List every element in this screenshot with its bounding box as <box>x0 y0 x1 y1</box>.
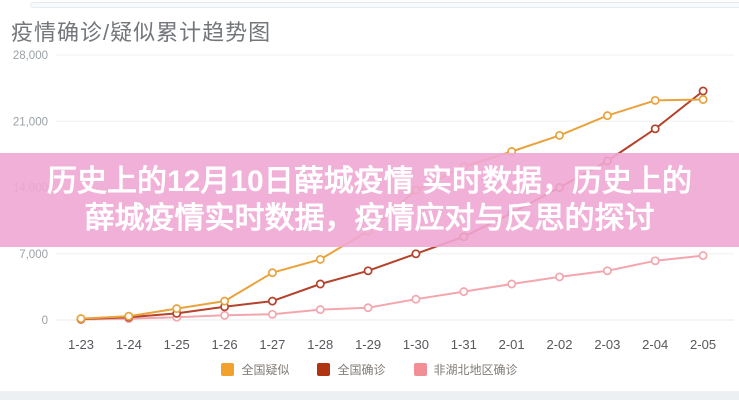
data-point-marker[interactable] <box>555 272 564 282</box>
overlay-banner-line1: 历史上的12月10日薛城疫情 实时数据，历史上的 <box>46 165 693 198</box>
data-point-marker[interactable] <box>220 296 230 306</box>
x-axis-tick-label: 2-03 <box>594 337 620 352</box>
data-point-marker[interactable] <box>650 124 660 134</box>
overlay-banner-line2: 薛城疫情实时数据，疫情应对与反思的探讨 <box>84 202 655 235</box>
data-point-marker[interactable] <box>602 111 612 121</box>
top-strip <box>30 2 739 8</box>
data-point-marker[interactable] <box>459 287 469 297</box>
x-axis-tick-label: 1-26 <box>212 337 238 352</box>
y-axis-tick-label: 7,000 <box>19 249 48 261</box>
data-point-marker[interactable] <box>315 254 325 264</box>
data-point-marker[interactable] <box>602 266 612 276</box>
legend-label: 全国确诊 <box>337 362 386 377</box>
x-axis-tick-label: 1-30 <box>403 337 429 352</box>
data-point-marker[interactable] <box>411 294 421 304</box>
x-axis-tick-label: 2-01 <box>499 337 525 352</box>
x-axis-tick-label: 2-05 <box>690 337 716 352</box>
data-point-marker[interactable] <box>698 251 708 261</box>
x-axis-tick-label: 1-29 <box>355 337 381 352</box>
data-point-marker[interactable] <box>315 279 325 289</box>
series-line <box>80 254 705 321</box>
data-point-marker[interactable] <box>363 266 373 276</box>
overlay-banner: 历史上的12月10日薛城疫情 实时数据，历史上的 薛城疫情实时数据，疫情应对与反… <box>0 153 739 247</box>
y-axis-tick-label: 28,000 <box>13 50 48 62</box>
bottom-strip <box>0 391 739 400</box>
data-point-marker[interactable] <box>267 309 277 319</box>
data-point-marker[interactable] <box>76 314 86 324</box>
x-axis-tick-label: 1-31 <box>451 337 477 352</box>
data-point-marker[interactable] <box>267 296 277 306</box>
legend-item[interactable]: 全国确诊 <box>317 361 386 378</box>
x-axis-tick-label: 2-04 <box>642 337 668 352</box>
data-point-marker[interactable] <box>411 249 421 259</box>
legend-label: 全国疑似 <box>241 362 290 377</box>
data-point-marker[interactable] <box>363 303 373 313</box>
data-point-marker[interactable] <box>267 268 277 278</box>
data-point-marker[interactable] <box>698 86 708 96</box>
data-point-marker[interactable] <box>650 95 660 105</box>
legend-label: 非湖北地区确诊 <box>433 362 518 377</box>
x-axis-tick-label: 1-27 <box>259 337 285 352</box>
x-axis-tick-label: 1-23 <box>68 337 94 352</box>
legend-swatch-icon <box>413 362 427 376</box>
x-axis-tick-label: 1-25 <box>164 337 190 352</box>
data-point-marker[interactable] <box>698 95 708 104</box>
legend-item[interactable]: 全国疑似 <box>221 361 289 378</box>
data-point-marker[interactable] <box>124 311 134 321</box>
data-point-marker[interactable] <box>555 130 564 140</box>
y-axis-tick-label: 0 <box>42 315 48 327</box>
legend-swatch-icon <box>317 362 331 376</box>
chart-legend: 全国疑似 全国确诊 非湖北地区确诊 <box>0 358 739 380</box>
data-point-marker[interactable] <box>650 256 660 266</box>
x-axis-tick-label: 1-24 <box>116 337 142 352</box>
x-axis-tick-label: 2-02 <box>546 337 572 352</box>
legend-swatch-icon <box>221 362 235 376</box>
data-point-marker[interactable] <box>507 279 517 289</box>
legend-item[interactable]: 非湖北地区确诊 <box>413 361 518 378</box>
x-axis-tick-label: 1-28 <box>307 337 333 352</box>
data-point-marker[interactable] <box>315 305 325 315</box>
data-point-marker[interactable] <box>220 310 230 320</box>
data-point-marker[interactable] <box>172 304 182 314</box>
chart-title: 疫情确诊/疑似累计趋势图 <box>11 20 272 45</box>
y-axis-tick-label: 21,000 <box>13 116 48 128</box>
